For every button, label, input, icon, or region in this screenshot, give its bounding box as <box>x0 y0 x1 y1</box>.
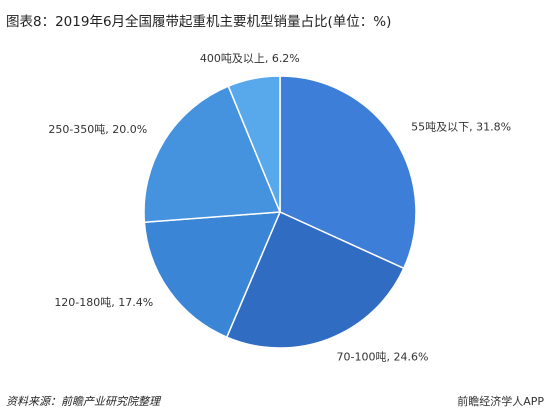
data-label: 70-100吨, 24.6% <box>337 350 429 363</box>
pie-slice <box>225 210 405 349</box>
pie-slice <box>227 75 281 213</box>
pie-slice <box>143 211 282 339</box>
chart-title: 图表8：2019年6月全国履带起重机主要机型销量占比(单位：%) <box>6 13 391 30</box>
source: 资料来源：前瞻产业研究院整理 <box>6 395 162 408</box>
data-label: 400吨及以上, 6.2% <box>200 52 300 65</box>
data-label: 250-350吨, 20.0% <box>48 123 147 136</box>
data-label: 55吨及以下, 31.8% <box>411 121 511 134</box>
watermark: 前瞻经济学人APP <box>457 394 544 408</box>
pie-slice <box>279 75 417 270</box>
pie-slice <box>143 85 282 224</box>
data-label: 120-180吨, 17.4% <box>54 296 153 309</box>
